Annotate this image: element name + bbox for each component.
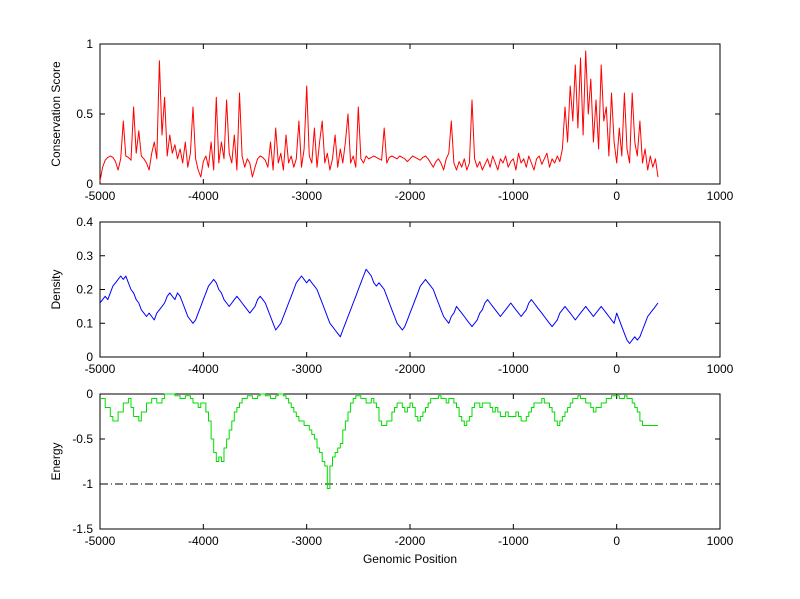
- x-tick-label: -4000: [188, 534, 219, 548]
- x-tick-label: -3000: [291, 189, 322, 203]
- y-tick-label: 0: [86, 387, 93, 401]
- y-tick-label: -0.5: [72, 432, 93, 446]
- x-tick-label: -2000: [395, 362, 426, 376]
- x-tick-label: -4000: [188, 362, 219, 376]
- x-tick-label: -1000: [498, 189, 529, 203]
- y-tick-label: -1: [82, 477, 93, 491]
- x-tick-label: -3000: [291, 362, 322, 376]
- x-tick-label: 0: [613, 189, 620, 203]
- series-line-2: [99, 268, 659, 344]
- axes-box: [99, 393, 721, 530]
- y-tick-label: -1.5: [72, 522, 93, 536]
- subplot-1: -5000 -4000 -3000 -2000 -1000 0 1000 0 0.5 1 Conse…: [49, 37, 734, 203]
- x-tick-label: -5000: [85, 362, 116, 376]
- y-axis-label: Energy: [49, 442, 63, 480]
- y-tick-label: 0.3: [76, 249, 93, 263]
- subplot-3: -5000 -4000 -3000 -2000 -1000 0 1000 -1.5 -1 -0.5…: [49, 387, 734, 548]
- x-tick-label: -3000: [291, 534, 322, 548]
- y-tick-label: 0: [86, 177, 93, 191]
- x-tick-label: -2000: [395, 189, 426, 203]
- y-tick-label: 0.2: [76, 283, 93, 297]
- x-tick-label: 0: [613, 534, 620, 548]
- series-line-3: [100, 393, 658, 489]
- axes-box: [99, 221, 721, 358]
- y-tick-label: 0.4: [76, 215, 93, 229]
- x-tick-label: -2000: [395, 534, 426, 548]
- x-tick-label: -1000: [498, 362, 529, 376]
- x-tick-label: 1000: [707, 534, 734, 548]
- x-tick-label: -1000: [498, 534, 529, 548]
- subplot-2: -5000 -4000 -3000 -2000 -1000 0 1000 0 0.1 0.2 0.3…: [49, 215, 734, 376]
- x-tick-label: 1000: [707, 189, 734, 203]
- y-tick-label: 0: [86, 350, 93, 364]
- y-tick-label: 1: [86, 37, 93, 51]
- y-axis-label: Conservation Score: [49, 61, 63, 167]
- x-tick-label: 1000: [707, 362, 734, 376]
- x-axis-label: Genomic Position: [363, 552, 457, 566]
- series-line-1: [99, 50, 659, 182]
- x-tick-label: 0: [613, 362, 620, 376]
- x-tick-label: -5000: [85, 534, 116, 548]
- y-axis-label: Density: [49, 269, 63, 309]
- y-tick-label: 0.1: [76, 316, 93, 330]
- x-tick-label: -4000: [188, 189, 219, 203]
- x-tick-label: -5000: [85, 189, 116, 203]
- y-tick-label: 0.5: [76, 107, 93, 121]
